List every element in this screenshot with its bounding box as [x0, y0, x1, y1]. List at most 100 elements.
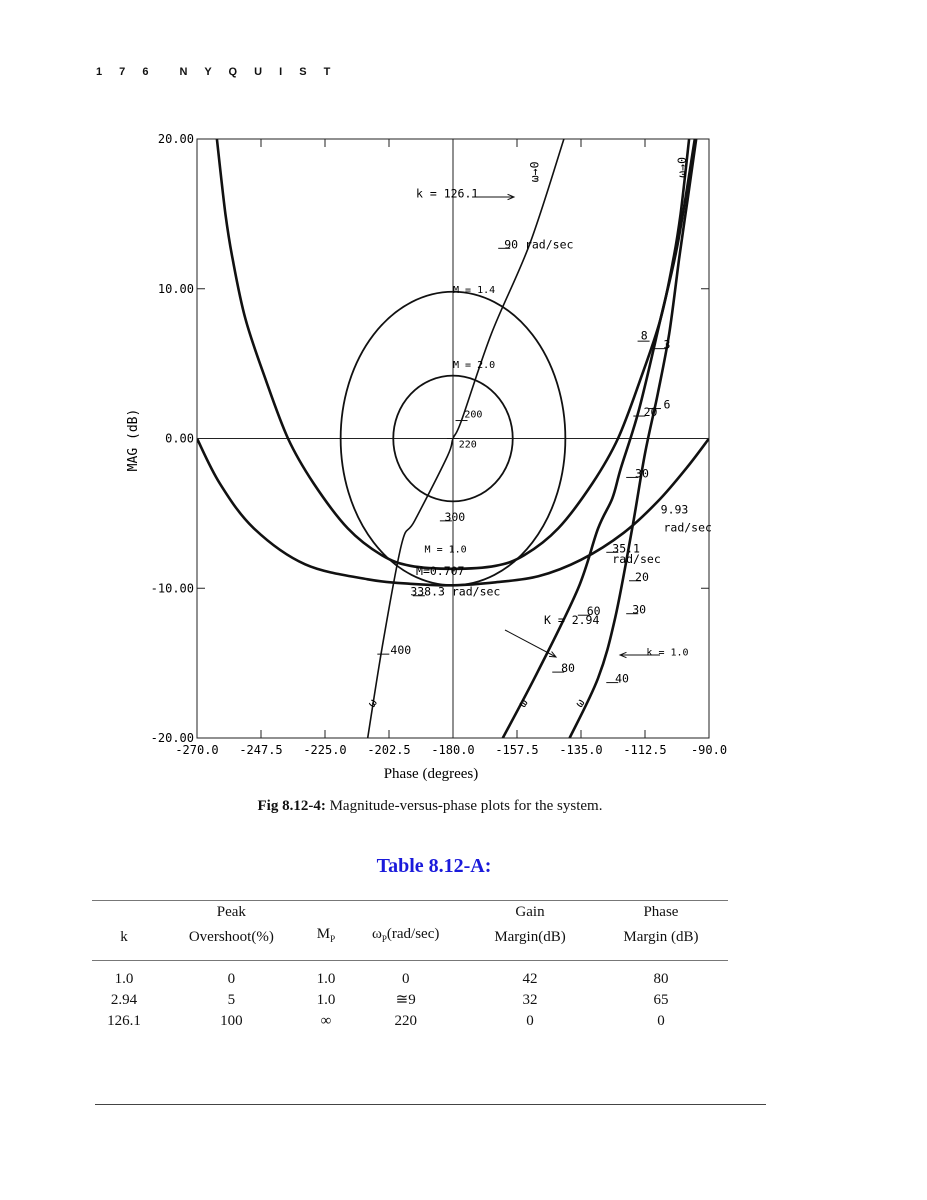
chart-annotation: 20	[644, 405, 658, 419]
wp-symbol: ω	[372, 926, 382, 942]
chart-annotation: 200	[464, 410, 482, 421]
table-cell: 80	[653, 971, 669, 987]
header-cell: Peak	[155, 900, 307, 923]
chart-annotation: rad/sec	[612, 552, 660, 566]
chart-annotation: 338.3 rad/sec	[410, 585, 500, 599]
series-curve	[568, 139, 698, 738]
results-table: Peak Gain Phase k Overshoot(%) MP ωP(rad…	[92, 900, 728, 1032]
chart-annotation: K = 2.94	[544, 613, 599, 627]
y-axis-label: MAG (dB)	[126, 409, 141, 472]
header-cell: Margin(dB)	[466, 923, 594, 961]
header-cell: Gain	[466, 900, 594, 923]
header-cell	[92, 900, 156, 923]
table-cell: 220	[394, 1013, 417, 1029]
series-curve	[197, 437, 709, 587]
header-cell: Phase	[593, 900, 728, 923]
wp-subscript: P	[381, 934, 387, 944]
wp-unit: (rad/sec)	[386, 926, 440, 942]
table-cell: 42	[522, 971, 538, 987]
x-tick-label: -135.0	[559, 743, 602, 757]
table-cell: ∞	[320, 1013, 332, 1029]
series-curve	[501, 139, 697, 738]
table-cell: 0	[526, 1013, 534, 1029]
chart-annotation: M = 2.0	[453, 360, 495, 371]
table-title: Table 8.12-A:	[376, 855, 492, 877]
header-cell-mp: MP	[306, 923, 346, 961]
k294-pointer-arrow-head	[548, 651, 558, 658]
chart-annotation: 220	[459, 439, 477, 450]
k294-pointer-arrow	[504, 629, 557, 658]
table-cell: 100	[220, 1013, 243, 1029]
y-tick-label: 10.00	[158, 282, 194, 296]
footer-rule	[95, 1104, 766, 1105]
x-tick-label: -112.5	[623, 743, 666, 757]
section-title: N Y Q U I S T	[179, 66, 338, 78]
chart-annotation: ω	[364, 696, 379, 710]
table-cell: 2.94	[110, 992, 138, 1008]
x-tick-label: -157.5	[495, 743, 538, 757]
mp-symbol: M	[316, 926, 331, 942]
chart-annotation: k = 1.0	[646, 648, 688, 659]
magnitude-phase-chart: -270.0 -247.5 -225.0 -202.5 -180.0 -157.5 -135…	[126, 132, 727, 782]
table-cell: 126.1	[107, 1013, 141, 1029]
x-tick-label: -247.5	[239, 743, 282, 757]
k126-pointer-arrow-head	[507, 193, 516, 201]
chart-annotation: 3	[663, 338, 670, 352]
chart-annotation: 40	[615, 672, 629, 686]
chart-annotation: ω→0	[675, 157, 689, 178]
x-tick-label: -180.0	[431, 743, 474, 757]
chart-annotation: 90 rad/sec	[504, 237, 573, 251]
table-cell: 0	[657, 1013, 665, 1029]
page-number: 1 7 6	[96, 66, 156, 78]
figure-caption: Fig 8.12-4: Magnitude-versus-phase plots…	[0, 798, 860, 815]
chart-annotation: M = 1.0	[425, 544, 467, 555]
k1-pointer-arrow-head	[618, 651, 627, 659]
chart-annotation: k = 126.1	[416, 186, 478, 200]
running-header: 1 7 6 N Y Q U I S T	[96, 66, 337, 78]
table-cell: 0	[227, 971, 236, 987]
chart-annotation: 400	[390, 643, 411, 657]
chart-annotation: 9.93	[661, 502, 689, 516]
chart-annotation: 8	[641, 329, 648, 343]
chart-annotation: M = 1.4	[453, 285, 495, 296]
header-cell: k	[92, 923, 156, 961]
y-tick-label: 20.00	[158, 132, 194, 146]
mp-subscript: P	[330, 934, 336, 944]
table-cell: 0	[401, 971, 410, 987]
x-tick-label: -270.0	[175, 743, 218, 757]
chart-annotation: 300	[444, 510, 465, 524]
header-cell	[306, 900, 346, 923]
caption-label: Fig 8.12-4:	[257, 798, 326, 814]
chart-annotation: M=0.707	[416, 564, 465, 578]
chart-annotation: 80	[561, 661, 575, 675]
chart-annotation: 60	[587, 604, 601, 618]
y-tick-label: -20.00	[151, 731, 194, 745]
table-cell: 5	[227, 992, 236, 1008]
caption-text: Magnitude-versus-phase plots for the sys…	[325, 798, 603, 814]
header-cell: Overshoot(%)	[155, 923, 307, 961]
chart-annotation: 30	[632, 603, 646, 617]
chart-annotation: 6	[663, 398, 670, 412]
y-tick-label: 0.00	[165, 432, 194, 446]
header-cell: Margin (dB)	[593, 923, 728, 961]
table-cell: ≅9	[395, 992, 416, 1008]
x-axis-label: Phase (degrees)	[384, 766, 479, 782]
table-cell: 1.0	[114, 971, 134, 987]
table-cell: 1.0	[316, 971, 336, 987]
chart-annotation: rad/sec	[663, 520, 711, 534]
chart-annotation: ω→0	[527, 161, 541, 182]
table-row: 126.1 100 ∞ 220 0 0	[92, 1011, 728, 1032]
x-tick-label: -90.0	[691, 743, 727, 757]
table-header-row: Peak Gain Phase	[92, 900, 728, 923]
y-tick-label: -10.00	[151, 581, 194, 595]
table-cell: 32	[522, 992, 538, 1008]
series-curve	[366, 139, 565, 738]
header-cell-wp: ωP(rad/sec)	[345, 923, 467, 961]
table-cell: 65	[653, 992, 669, 1008]
x-tick-label: -202.5	[367, 743, 410, 757]
table-row: 2.94 5 1.0 ≅9 32 65	[92, 990, 728, 1011]
table-header-row: k Overshoot(%) MP ωP(rad/sec) Margin(dB)…	[92, 923, 728, 961]
header-cell	[345, 900, 467, 923]
chart-annotation: 20	[635, 570, 649, 584]
table-cell: 1.0	[316, 992, 336, 1008]
